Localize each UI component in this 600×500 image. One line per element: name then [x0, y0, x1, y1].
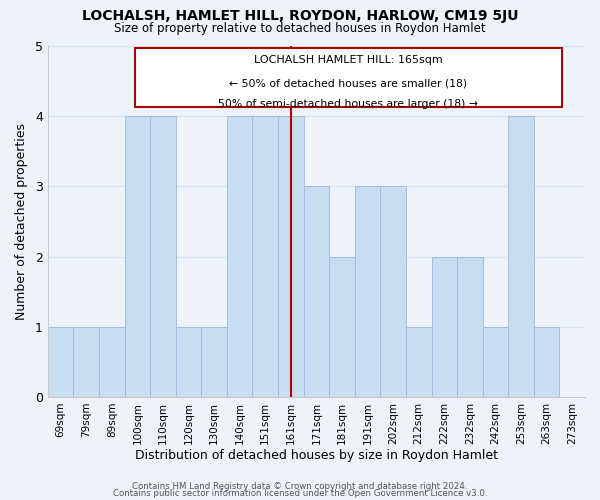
Bar — [99, 327, 125, 397]
Bar — [125, 116, 150, 397]
Bar — [253, 116, 278, 397]
Text: 50% of semi-detached houses are larger (18) →: 50% of semi-detached houses are larger (… — [218, 98, 478, 108]
Bar — [201, 327, 227, 397]
Bar — [508, 116, 534, 397]
Bar — [176, 327, 201, 397]
Text: Contains public sector information licensed under the Open Government Licence v3: Contains public sector information licen… — [113, 489, 487, 498]
Text: LOCHALSH HAMLET HILL: 165sqm: LOCHALSH HAMLET HILL: 165sqm — [254, 55, 443, 65]
Text: Size of property relative to detached houses in Roydon Hamlet: Size of property relative to detached ho… — [114, 22, 486, 35]
Bar — [431, 256, 457, 397]
Bar — [48, 327, 73, 397]
Bar — [150, 116, 176, 397]
Bar — [482, 327, 508, 397]
Text: ← 50% of detached houses are smaller (18): ← 50% of detached houses are smaller (18… — [229, 78, 467, 88]
Bar — [73, 327, 99, 397]
Bar — [355, 186, 380, 397]
Bar — [406, 327, 431, 397]
Bar — [278, 116, 304, 397]
Bar — [457, 256, 482, 397]
Bar — [329, 256, 355, 397]
X-axis label: Distribution of detached houses by size in Roydon Hamlet: Distribution of detached houses by size … — [135, 450, 498, 462]
Bar — [304, 186, 329, 397]
Y-axis label: Number of detached properties: Number of detached properties — [15, 123, 28, 320]
FancyBboxPatch shape — [135, 48, 562, 107]
Bar — [534, 327, 559, 397]
Text: LOCHALSH, HAMLET HILL, ROYDON, HARLOW, CM19 5JU: LOCHALSH, HAMLET HILL, ROYDON, HARLOW, C… — [82, 9, 518, 23]
Text: Contains HM Land Registry data © Crown copyright and database right 2024.: Contains HM Land Registry data © Crown c… — [132, 482, 468, 491]
Bar — [227, 116, 253, 397]
Bar — [380, 186, 406, 397]
